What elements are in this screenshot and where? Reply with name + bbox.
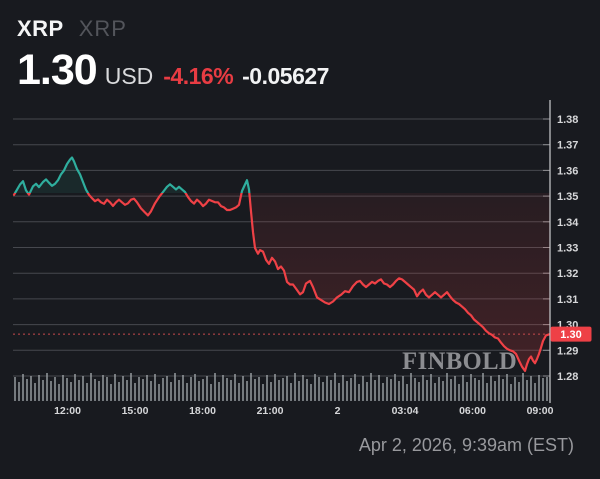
price-area-fill — [14, 157, 550, 371]
y-axis-label: 1.31 — [557, 294, 578, 306]
ticker-row: XRP XRP — [17, 16, 329, 42]
x-axis-label: 15:00 — [122, 405, 149, 417]
ticker-symbol-secondary: XRP — [78, 16, 127, 41]
finbold-watermark: FINBOLD — [402, 348, 518, 375]
x-axis-label: 21:00 — [257, 405, 284, 417]
ticker-symbol: XRP — [17, 16, 64, 41]
x-axis-label: 12:00 — [54, 405, 81, 417]
y-axis-label: 1.38 — [557, 114, 578, 126]
price-line — [12, 156, 552, 372]
x-axis-label: 03:04 — [392, 405, 419, 417]
y-axis-label: 1.37 — [557, 140, 578, 152]
x-axis-label: 06:00 — [459, 405, 486, 417]
y-axis-label: 1.34 — [557, 217, 579, 229]
x-axis: 12:00 15:00 18:00 21:00 2 03:04 06:00 09:00 — [54, 405, 554, 417]
volume-bars — [14, 373, 548, 401]
current-price-badge: 1.30 — [550, 326, 592, 342]
y-axis-label: 1.28 — [557, 371, 578, 383]
x-axis-label: 18:00 — [189, 405, 216, 417]
price-change-absolute: -0.05627 — [242, 63, 329, 89]
grid-lines — [13, 118, 550, 377]
chart-header: XRP XRP 1.30 USD -4.16% -0.05627 — [17, 16, 329, 92]
price-row: 1.30 USD -4.16% -0.05627 — [17, 49, 329, 92]
current-price-badge-label: 1.30 — [560, 329, 581, 341]
x-axis-label: 2 — [335, 405, 341, 417]
y-axis-label: 1.36 — [557, 165, 578, 177]
y-axis-label: 1.35 — [557, 191, 578, 203]
price-change-percent: -4.16% — [163, 63, 234, 89]
chart-timestamp: Apr 2, 2026, 9:39am (EST) — [358, 435, 574, 455]
y-axis-label: 1.32 — [557, 268, 578, 280]
price-currency: USD — [104, 63, 154, 89]
price-value: 1.30 — [17, 46, 98, 94]
x-axis-label: 09:00 — [527, 405, 554, 417]
y-axis-label: 1.29 — [557, 345, 578, 357]
y-axis-label: 1.33 — [557, 243, 578, 255]
